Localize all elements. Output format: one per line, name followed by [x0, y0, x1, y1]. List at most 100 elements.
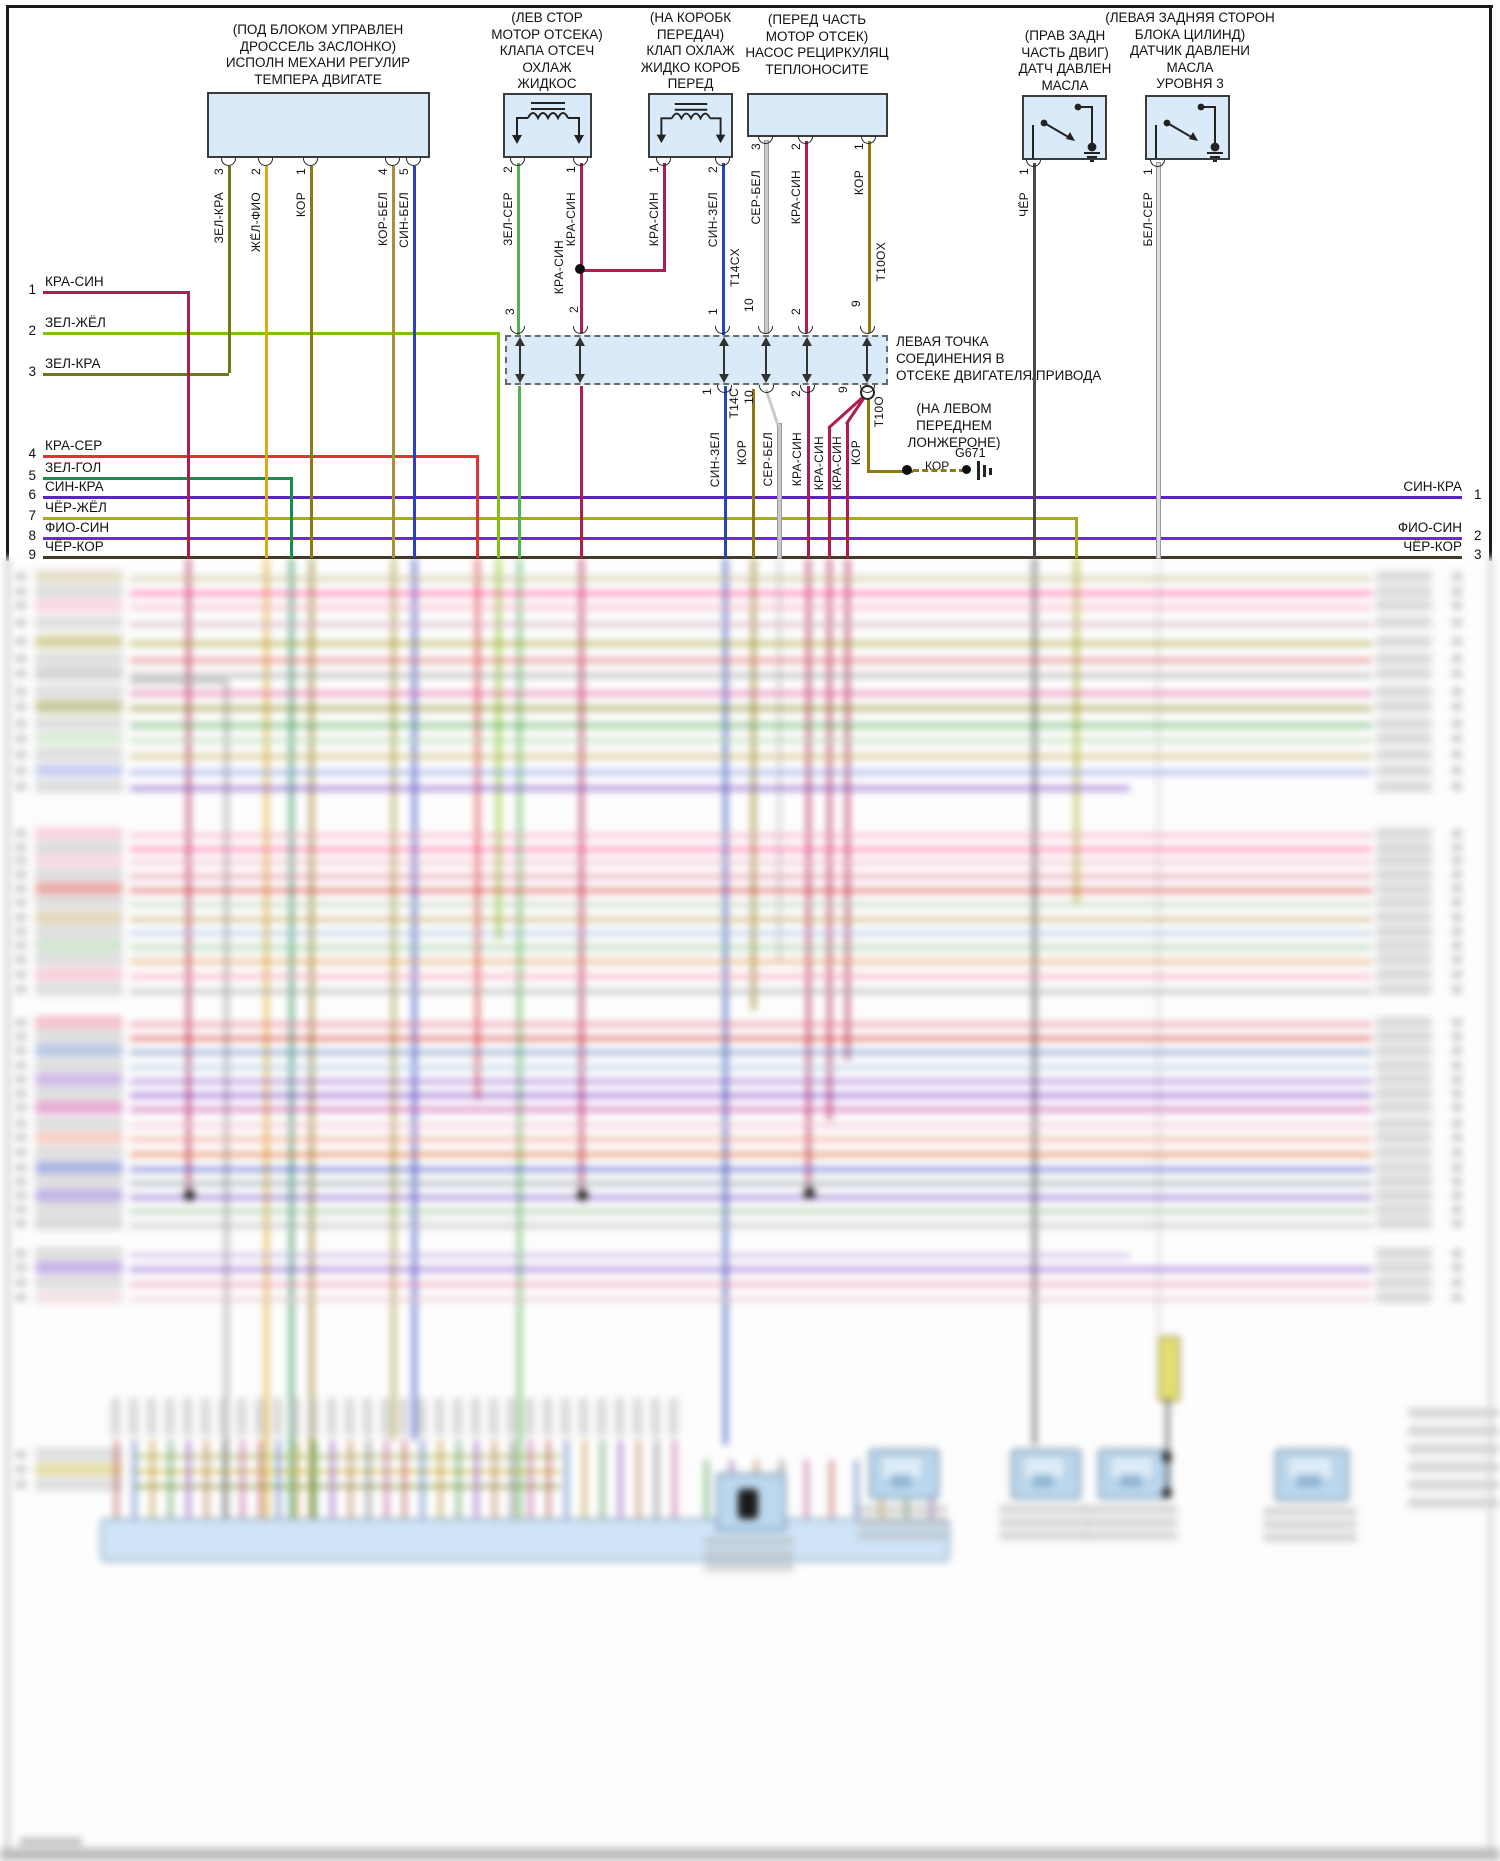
blurred-label: [35, 1175, 123, 1188]
blurred-wire: [225, 680, 228, 1520]
blurred-label: [1376, 926, 1432, 937]
blurred-wire: [130, 606, 1372, 609]
blurred-label: [417, 1398, 426, 1436]
wire-label: 2: [789, 143, 803, 150]
blurred-label: [35, 925, 123, 938]
blurred-label: [201, 1398, 210, 1436]
blurred-caption: [1263, 1533, 1357, 1542]
blurred-label: [35, 1217, 123, 1230]
blurred-wire: [385, 1440, 388, 1518]
blurred-wire: [655, 1440, 658, 1518]
blurred-row-number: [1452, 1206, 1462, 1213]
blurred-label: [381, 1398, 390, 1436]
blurred-row-number: [1452, 638, 1462, 645]
wire-label: КОР-БЕЛ: [376, 192, 390, 247]
blurred-wire: [331, 1440, 334, 1518]
blurred-label: [1376, 1190, 1432, 1201]
row-number: 2: [28, 323, 36, 338]
blurred-label: [1376, 749, 1432, 760]
row-number: 9: [28, 547, 36, 562]
blurred-caption: [999, 1531, 1089, 1540]
wire-label: ЗЕЛ-СЕР: [501, 192, 515, 246]
blurred-row-number: [1492, 1446, 1499, 1452]
blurred-wire: [130, 1168, 1372, 1171]
blurred-label: [35, 1261, 123, 1274]
blurred-label: [35, 854, 123, 867]
wire-segment: [43, 455, 477, 458]
blurred-row-number: [16, 735, 26, 742]
blurred-label: [1376, 1162, 1432, 1173]
blurred-row-number: [16, 783, 26, 790]
blurred-wire: [130, 692, 1372, 695]
row-number: 3: [1474, 547, 1482, 562]
throttle-actuator-title: (ПОД БЛОКОМ УПРАВЛЕН ДРОССЕЛЬ ЗАСЛОНКО) …: [225, 22, 411, 87]
wire-label: 1: [564, 166, 578, 173]
blurred-row-number: [16, 1164, 26, 1171]
blurred-row-number: [16, 956, 26, 963]
blurred-row-number: [1452, 655, 1462, 662]
blurred-label: [35, 1291, 123, 1304]
wire-label: 1: [294, 168, 308, 175]
blurred-row-number: [16, 942, 26, 949]
wire-label: КРА-СИН: [552, 240, 566, 295]
blurred-wire: [130, 918, 1372, 921]
blurred-label: [35, 1016, 123, 1029]
blurred-caption: [704, 1537, 794, 1546]
solenoid-coil-icon: [512, 102, 584, 144]
blurred-row-number: [1492, 1464, 1499, 1470]
blurred-row-number: [1452, 783, 1462, 790]
row-wire-label: КРА-СЕР: [45, 438, 103, 453]
blurred-row-number: [1452, 885, 1462, 892]
blurred-row-number: [1492, 1482, 1499, 1488]
blurred-row-number: [1452, 1033, 1462, 1040]
wire-segment: [867, 396, 870, 472]
blurred-wire: [130, 848, 1372, 851]
pin-bracket: [759, 385, 774, 393]
wire-label: СЕР-БЕЛ: [761, 432, 775, 487]
blurred-wire: [805, 1460, 808, 1518]
blurred-label: [363, 1398, 372, 1436]
blurred-row-number: [16, 703, 26, 710]
row-wire-label: ЧЁР-ЖЁЛ: [45, 500, 107, 515]
blurred-wire: [130, 1268, 1372, 1271]
blurred-label: [35, 1073, 123, 1086]
blurred-label: [35, 1189, 123, 1202]
blurred-label: [35, 570, 123, 583]
blurred-label: [1376, 765, 1432, 776]
blurred-wire: [130, 932, 1372, 935]
blurred-label: [1376, 636, 1432, 647]
blurred-row-number: [16, 1047, 26, 1054]
blurred-row-number: [1452, 1178, 1462, 1185]
pin-bracket: [715, 326, 730, 334]
pin-bracket: [510, 158, 525, 166]
blurred-wire: [130, 1196, 1372, 1199]
wire-label: ЧЁР: [1017, 192, 1031, 217]
blurred-row-number: [16, 1120, 26, 1127]
blurred-caption: [1086, 1518, 1178, 1527]
blurred-label: [35, 1087, 123, 1100]
row-wire-label: ЧЁР-КОР: [1403, 539, 1462, 554]
wire-label: 1: [647, 166, 661, 173]
wire-segment: [1075, 517, 1078, 558]
blurred-label: [35, 1247, 123, 1260]
blurred-row-number: [1452, 1134, 1462, 1141]
blurred-label: [345, 1398, 354, 1436]
blurred-label: [1376, 1292, 1432, 1303]
blurred-label: [1376, 733, 1432, 744]
blurred-label: [1376, 1132, 1432, 1143]
blurred-connector-detail: [1297, 1475, 1321, 1487]
blurred-row-number: [16, 751, 26, 758]
blurred-label: [1376, 600, 1432, 611]
pin-bracket: [860, 326, 875, 334]
row-wire-label: ЗЕЛ-ЖЁЛ: [45, 315, 106, 330]
blurred-row-number: [1452, 971, 1462, 978]
blurred-wire: [241, 1440, 244, 1518]
blurred-caption: [704, 1550, 794, 1559]
blurred-label: [1376, 701, 1432, 712]
wire-label: КРА-СИН: [830, 436, 844, 491]
blurred-row-number: [16, 1192, 26, 1199]
wire-segment: [497, 332, 500, 558]
pin-bracket: [798, 326, 813, 334]
blurred-row-number: [16, 830, 26, 837]
blurred-label: [35, 585, 123, 598]
